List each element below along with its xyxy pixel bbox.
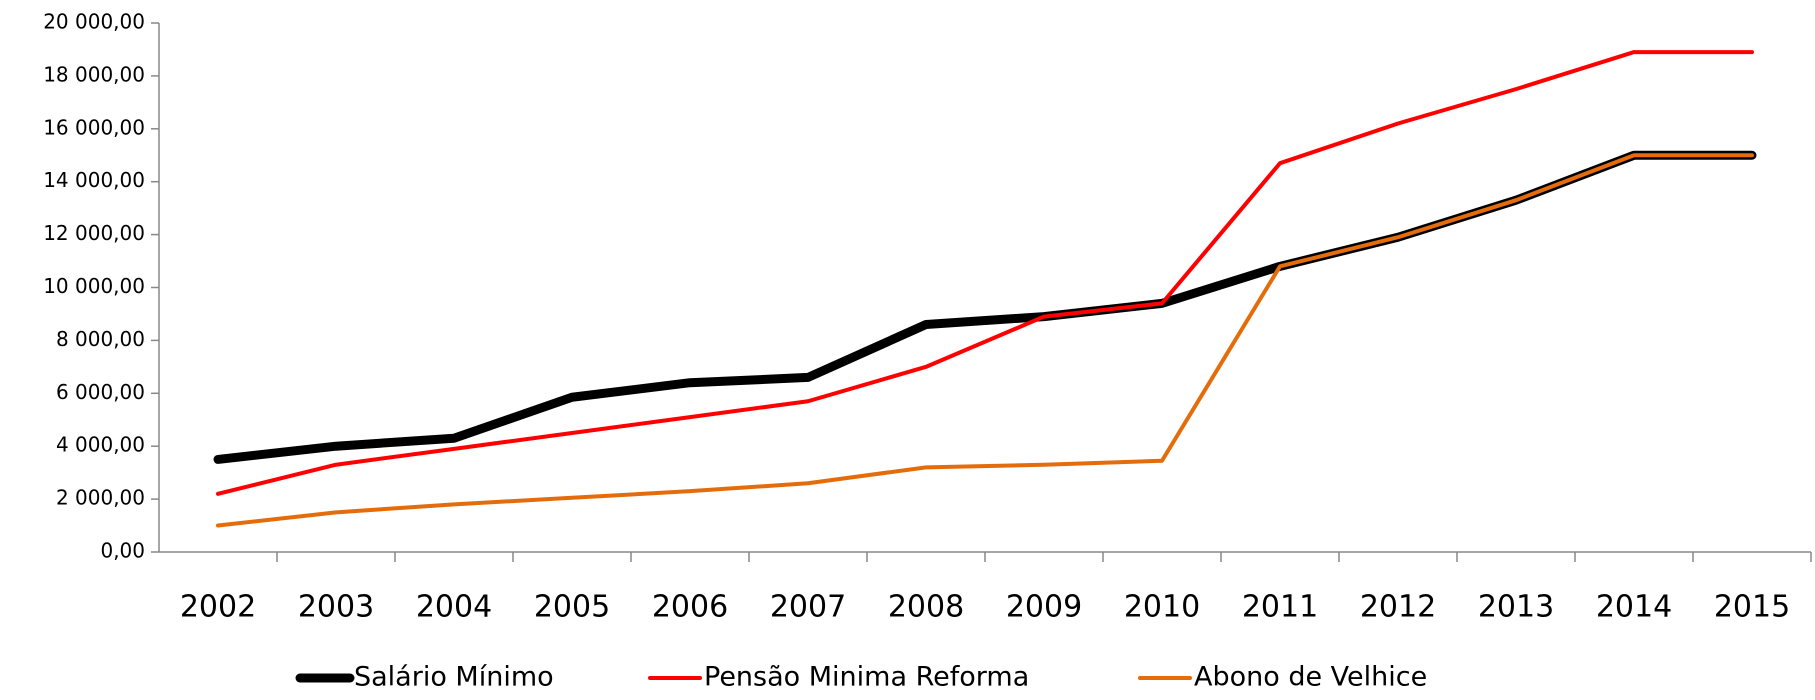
y-tick-label: 18 000,00 xyxy=(43,62,145,86)
series-line xyxy=(213,150,1757,464)
x-tick-label: 2009 xyxy=(1006,590,1082,625)
y-tick-label: 16 000,00 xyxy=(43,115,145,139)
y-tick-label: 2 000,00 xyxy=(56,486,145,510)
x-tick-label: 2002 xyxy=(180,590,256,625)
legend-label: Pensão Minima Reforma xyxy=(704,662,1029,693)
y-tick-label: 6 000,00 xyxy=(56,380,145,404)
y-tick-label: 0,00 xyxy=(100,539,145,563)
x-tick-label: 2010 xyxy=(1124,590,1200,625)
x-tick-label: 2003 xyxy=(298,590,374,625)
y-tick-label: 4 000,00 xyxy=(56,433,145,457)
legend-label: Salário Mínimo xyxy=(354,662,554,693)
x-tick-label: 2015 xyxy=(1714,590,1790,625)
x-tick-label: 2005 xyxy=(534,590,610,625)
x-tick-label: 2013 xyxy=(1478,590,1554,625)
y-tick-label: 12 000,00 xyxy=(43,221,145,245)
x-tick-label: 2006 xyxy=(652,590,728,625)
x-tick-label: 2007 xyxy=(770,590,846,625)
x-tick-label: 2008 xyxy=(888,590,964,625)
y-tick-label: 10 000,00 xyxy=(43,274,145,298)
y-tick-label: 8 000,00 xyxy=(56,327,145,351)
x-tick-label: 2004 xyxy=(416,590,492,625)
y-tick-label: 14 000,00 xyxy=(43,168,145,192)
series-line xyxy=(216,50,1754,496)
x-tick-label: 2011 xyxy=(1242,590,1318,625)
x-tick-label: 2014 xyxy=(1596,590,1672,625)
legend-label: Abono de Velhice xyxy=(1194,662,1427,693)
x-tick-label: 2012 xyxy=(1360,590,1436,625)
y-tick-label: 20 000,00 xyxy=(43,10,145,34)
series-line xyxy=(216,153,1754,528)
